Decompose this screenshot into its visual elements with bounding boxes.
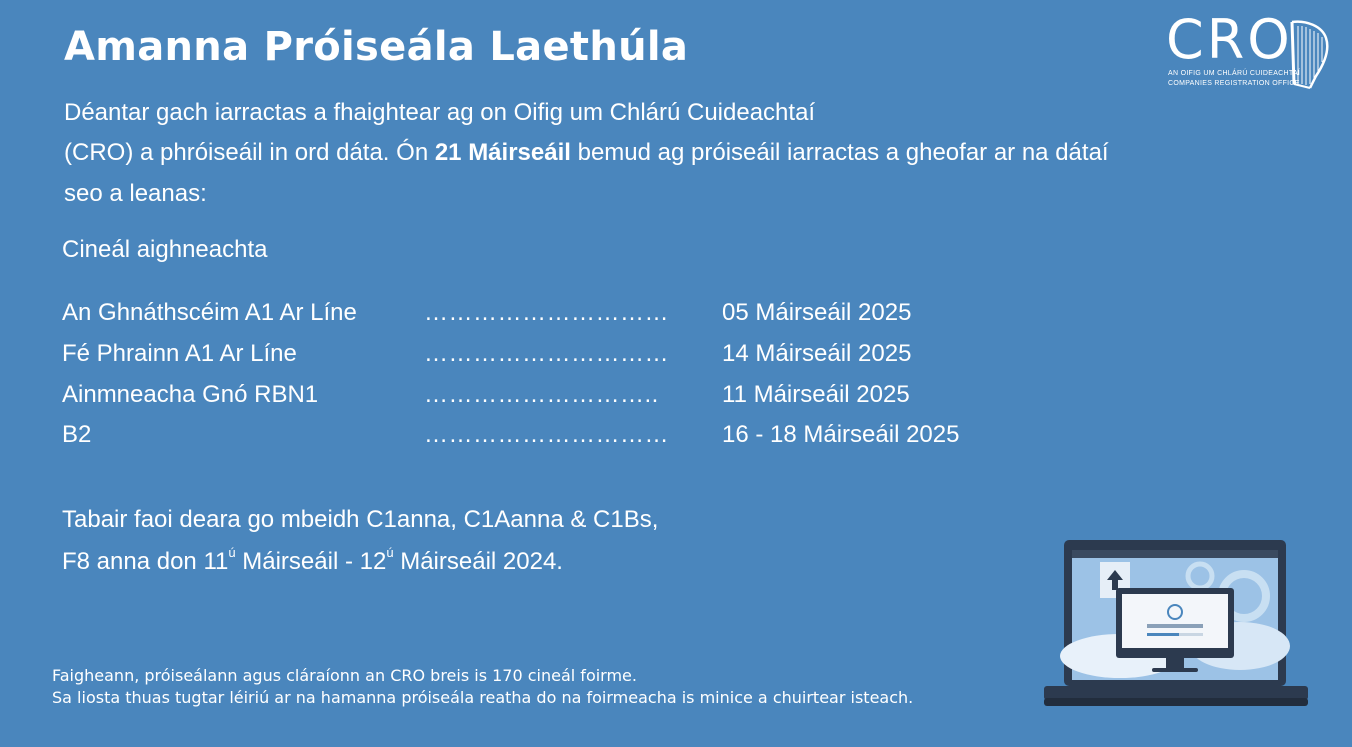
logo-subtitle-irish: AN OIFIG UM CHLÁRÚ CUIDEACHTAÍ <box>1168 70 1301 77</box>
footer-line-1: Faigheann, próiseálann agus cláraíonn an… <box>52 666 637 685</box>
intro-line-1: Déantar gach iarractas a fhaightear ag o… <box>64 99 816 126</box>
note-line-1: Tabair faoi deara go mbeidh C1anna, C1Aa… <box>62 506 659 533</box>
schedule-row: An Ghnáthscéim A1 Ar Líne ………………………… 05 … <box>62 299 1022 339</box>
processing-date: 14 Máirseáil 2025 <box>722 340 912 367</box>
note-text-b: Máirseáil - 12 <box>235 548 387 575</box>
ordinal-suffix: ú <box>386 545 394 560</box>
form-name: Ainmneacha Gnó RBN1 <box>62 381 319 408</box>
ordinal-suffix: ú <box>228 545 236 560</box>
logo-subtitle-english: COMPANIES REGISTRATION OFFICE <box>1168 80 1300 87</box>
note-text-a: F8 anna don 11 <box>62 548 229 575</box>
intro-line-2-end: bemud ag próiseáil iarractas a gheofar a… <box>570 139 1109 166</box>
note-line-2: F8 anna don 11ú Máirseáil - 12ú Máirseái… <box>62 545 563 576</box>
leader-dots: ………………………… <box>424 340 669 367</box>
intro-line-2: (CRO) a phróiseáil in ord dáta. Ón 21 Má… <box>64 139 1109 167</box>
form-name: An Ghnáthscéim A1 Ar Líne <box>62 299 357 326</box>
note-text-c: Máirseáil 2024. <box>393 548 563 575</box>
logo-wordmark: CRO <box>1166 8 1293 71</box>
laptop-maintenance-illustration <box>1044 540 1308 706</box>
form-name: B2 <box>62 421 92 448</box>
processing-date: 16 - 18 Máirseáil 2025 <box>722 421 960 448</box>
intro-line-3: seo a leanas: <box>64 180 207 207</box>
schedule-row: Fé Phrainn A1 Ar Líne ………………………… 14 Máir… <box>62 340 1022 380</box>
processing-date: 05 Máirseáil 2025 <box>722 299 912 326</box>
page-title: Amanna Próiseála Laethúla <box>64 24 689 70</box>
form-name: Fé Phrainn A1 Ar Líne <box>62 340 297 367</box>
intro-start-date: 21 Máirseáil <box>434 139 571 166</box>
intro-line-2-start: (CRO) a phróiseáil in ord dáta. Ón <box>64 139 435 166</box>
leader-dots: ………………………… <box>424 299 669 326</box>
cro-logo: CRO AN OIFIG UM CHLÁRÚ CUIDEACHTAÍ COMPA… <box>1164 8 1344 94</box>
harp-icon <box>1290 20 1329 89</box>
leader-dots: ………………………… <box>424 421 669 448</box>
schedule-row: B2 ………………………… 16 - 18 Máirseáil 2025 <box>62 421 1022 461</box>
leader-dots: ……………………….. <box>424 381 659 408</box>
schedule-row: Ainmneacha Gnó RBN1 ……………………….. 11 Máirs… <box>62 381 1022 421</box>
footer-line-2: Sa liosta thuas tugtar léiriú ar na hama… <box>52 688 914 707</box>
processing-date: 11 Máirseáil 2025 <box>722 381 910 408</box>
submission-type-label: Cineál aighneachta <box>62 236 268 263</box>
